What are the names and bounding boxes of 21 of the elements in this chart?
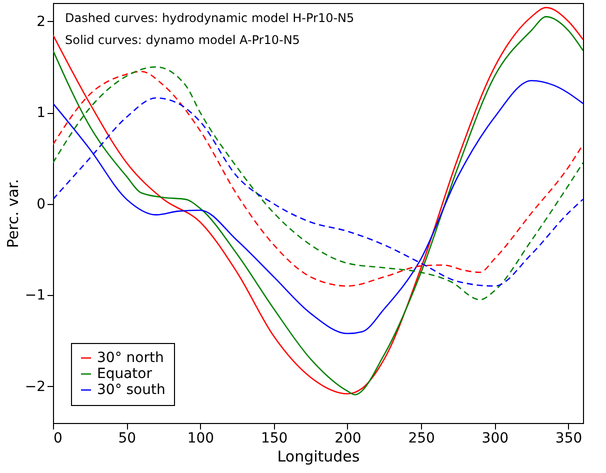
legend-label: 30° north [97,350,164,366]
y-tick-label: −2 [24,378,46,395]
legend-label: 30° south [97,382,166,398]
x-tick-label: 250 [408,430,435,446]
x-tick-label: 50 [118,430,136,446]
x-axis-title: Longitudes [277,448,360,466]
annotation: Solid curves: dynamo model A-Pr10-N5 [65,33,300,47]
y-tick-label: −1 [24,288,46,304]
annotation: Dashed curves: hydrodynamic model H-Pr10-N5 [65,11,354,25]
y-axis-title: Perc. var. [4,179,22,248]
y-tick-label: 1 [36,105,46,122]
legend-label: Equator [97,366,152,382]
x-tick-label: 100 [187,430,214,446]
y-tick-label: 0 [36,196,46,212]
x-tick-label: 200 [334,430,362,446]
y-tick-label: 2 [36,14,46,30]
x-tick-label: 350 [555,430,582,446]
x-tick-label: 0 [54,430,62,446]
x-tick-label: 300 [482,430,509,446]
x-tick-label: 150 [260,430,288,446]
line-series [53,80,583,334]
